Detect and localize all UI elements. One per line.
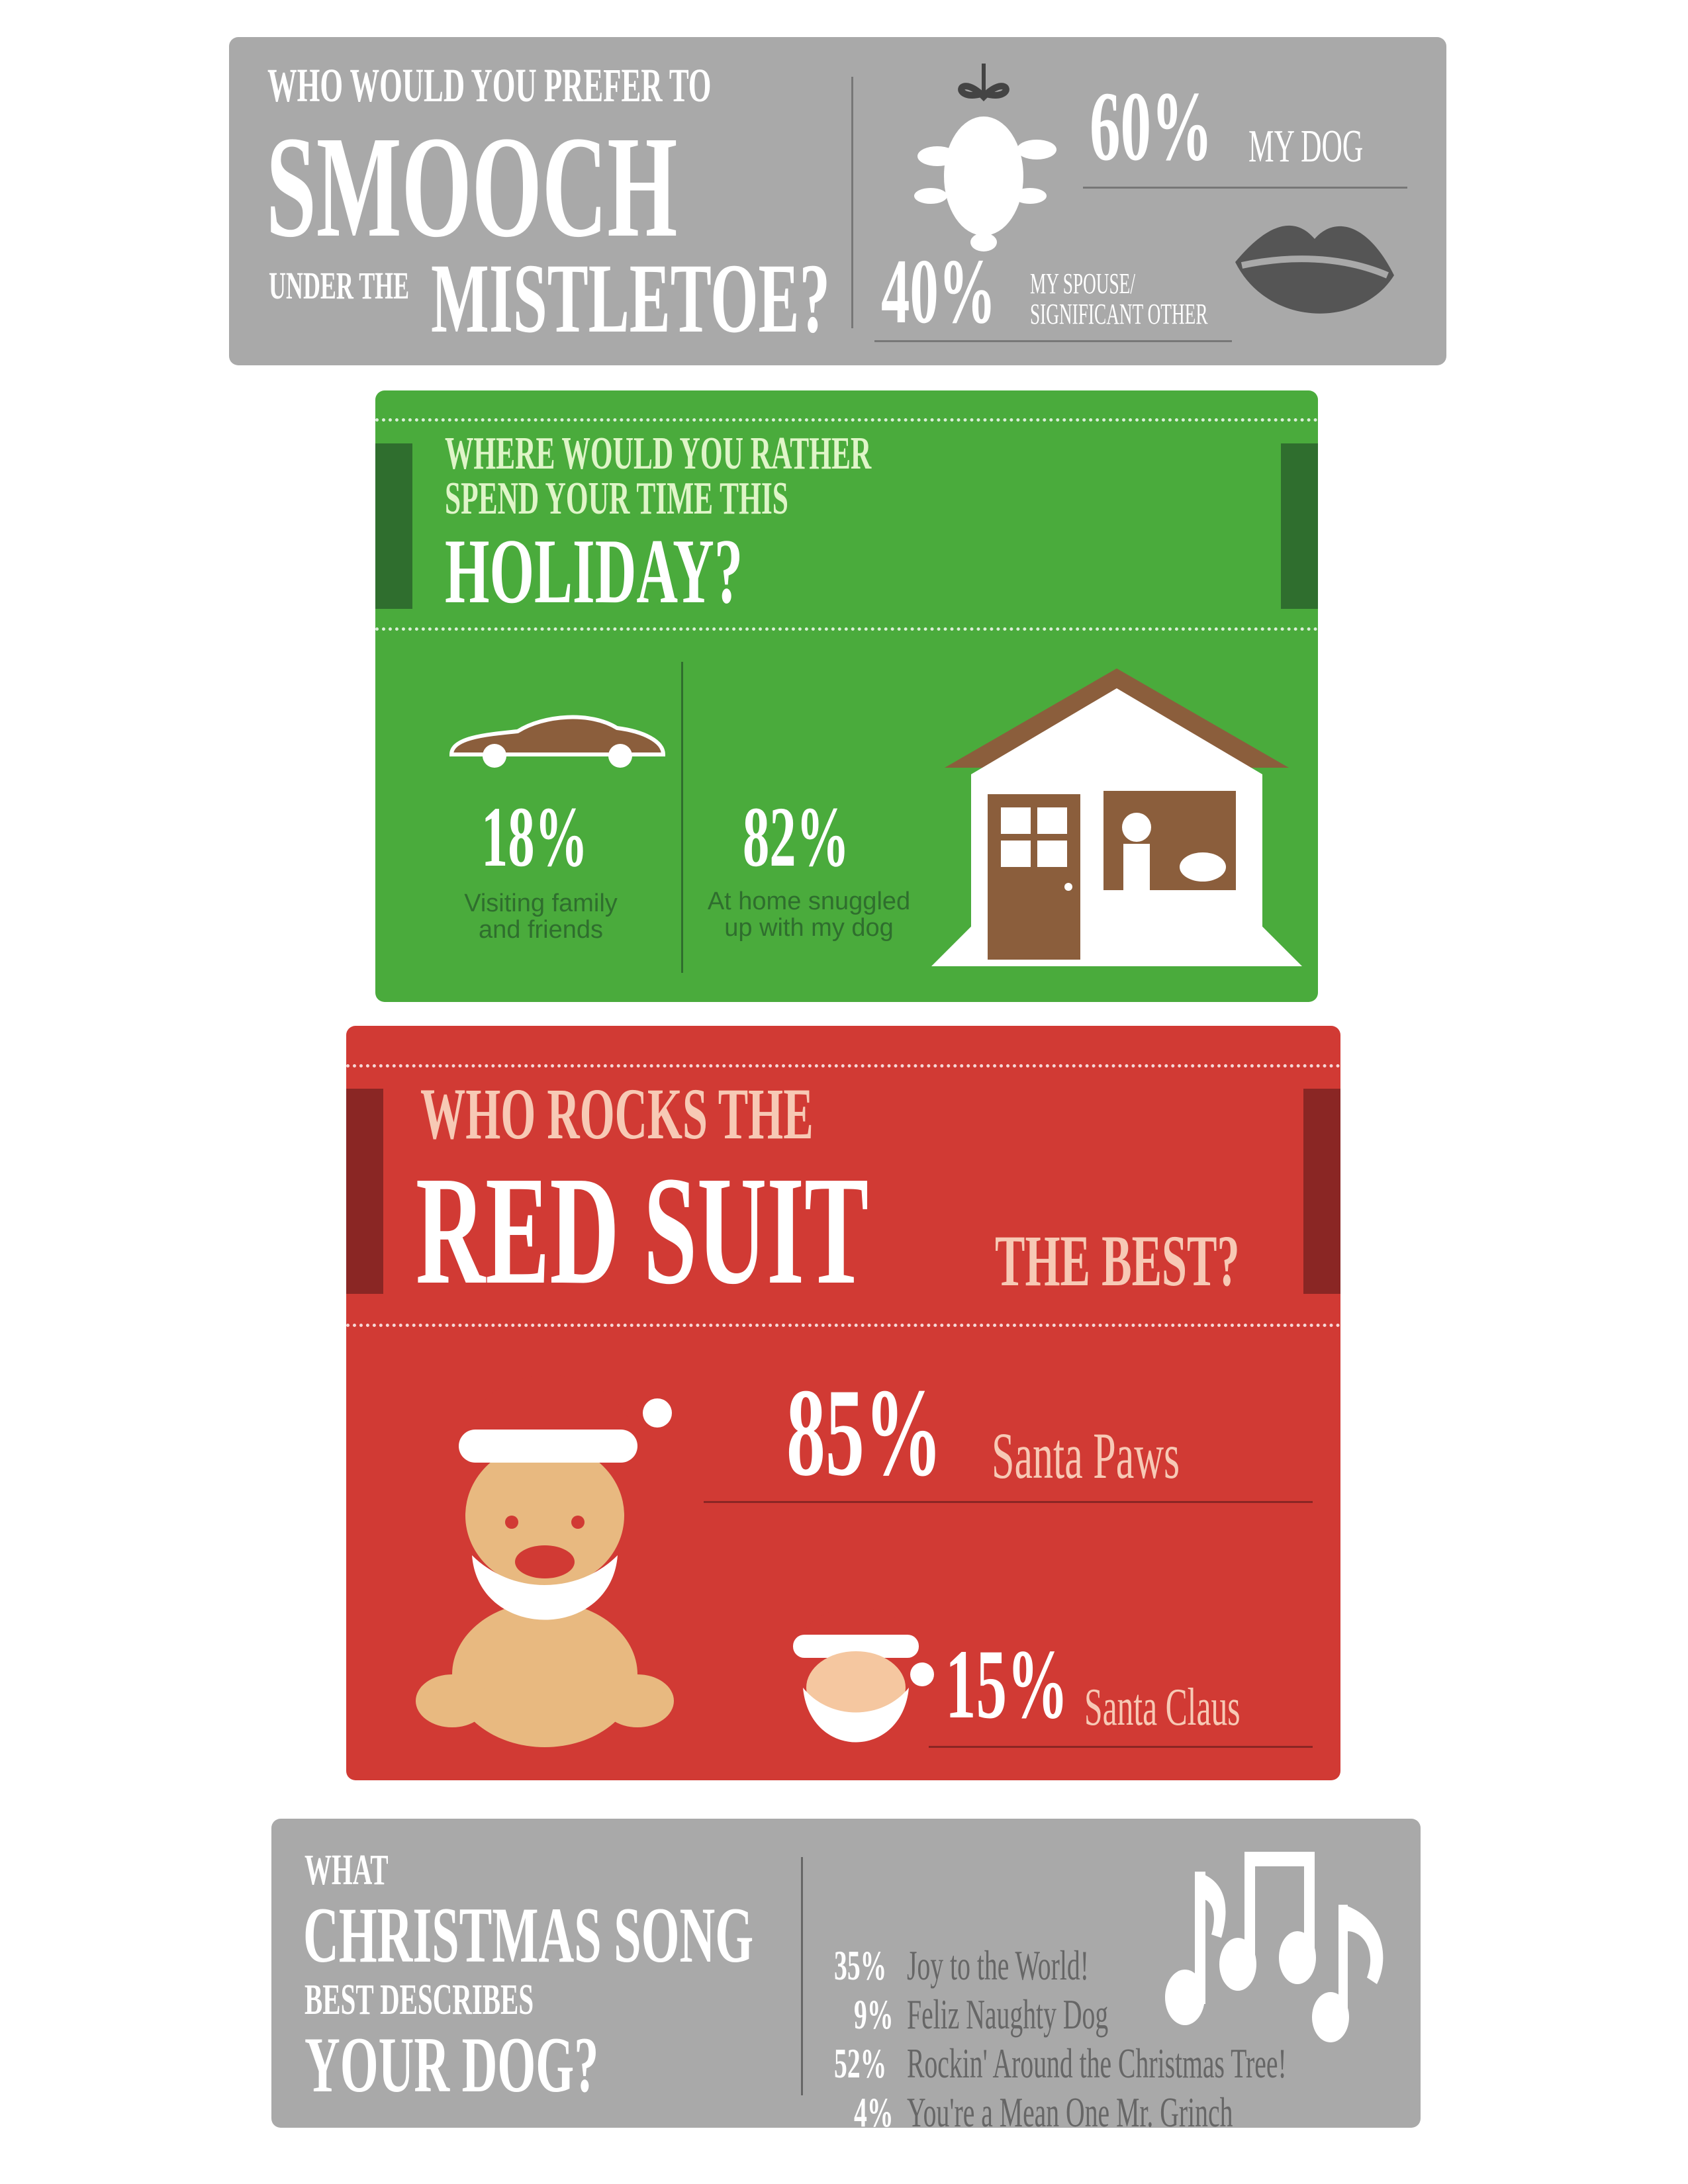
red-suit-panel: WHO ROCKS THE RED SUIT THE BEST? 85% San… (346, 1026, 1340, 1780)
home-percent: 82% (743, 790, 850, 885)
home-label: At home snuggled up with my dog (707, 887, 911, 942)
leader-line (874, 340, 1232, 342)
leader-line (704, 1501, 1313, 1503)
holiday-headline: HOLIDAY? (445, 520, 743, 623)
music-notes-icon (1165, 1852, 1383, 2042)
mistletoe-icon (914, 64, 1056, 251)
song-question-line3: BEST DESCRIBES (305, 1976, 534, 2024)
song-panel: WHAT CHRISTMAS SONG BEST DESCRIBES YOUR … (271, 1819, 1421, 2136)
leader-line (929, 1746, 1313, 1748)
santa-claus-percent: 15% (945, 1629, 1068, 1739)
santa-claus-label: Santa Claus (1084, 1678, 1241, 1737)
suit-question-end: THE BEST? (995, 1220, 1240, 1301)
dog-label: MY DOG (1248, 121, 1364, 172)
house-icon (931, 668, 1302, 966)
holiday-question: WHERE WOULD YOU RATHER SPEND YOUR TIME T… (445, 428, 872, 524)
suit-headline: RED SUIT (416, 1144, 869, 1316)
smooch-question-under: UNDER THE (269, 264, 410, 307)
accent-tab (346, 1089, 383, 1294)
smooch-mistletoe-word: MISTLETOE? (431, 244, 831, 353)
song-question-line1: WHAT (305, 1846, 389, 1894)
santa-claus-icon (793, 1607, 934, 1743)
dog-percent: 60% (1090, 71, 1213, 181)
suit-question: WHO ROCKS THE (420, 1073, 814, 1154)
car-icon (449, 715, 666, 768)
smooch-panel: WHO WOULD YOU PREFER TO SMOOCH UNDER THE… (229, 37, 1446, 365)
spouse-label: MY SPOUSE/ SIGNIFICANT OTHER (1030, 267, 1208, 330)
song-question-line4: YOUR DOG? (305, 2021, 599, 2109)
divider (801, 1857, 803, 2095)
santa-paws-label: Santa Paws (992, 1419, 1180, 1492)
accent-tab (1281, 443, 1318, 609)
accent-tab (375, 443, 412, 609)
lips-icon (1235, 225, 1394, 314)
song-headline: CHRISTMAS SONG (303, 1891, 754, 1979)
visiting-label: Visiting family and friends (464, 889, 618, 944)
spouse-percent: 40% (881, 240, 996, 343)
divider (681, 662, 683, 973)
leader-line (1083, 187, 1407, 189)
smooch-headline: SMOOCH (266, 106, 678, 267)
santa-dog-icon (416, 1375, 674, 1747)
holiday-panel: WHERE WOULD YOU RATHER SPEND YOUR TIME T… (375, 390, 1318, 1002)
accent-tab (1303, 1089, 1340, 1294)
smooch-question-line1: WHO WOULD YOU PREFER TO (267, 59, 712, 112)
santa-paws-percent: 85% (786, 1363, 943, 1502)
divider (851, 77, 853, 328)
visiting-percent: 18% (481, 790, 588, 885)
